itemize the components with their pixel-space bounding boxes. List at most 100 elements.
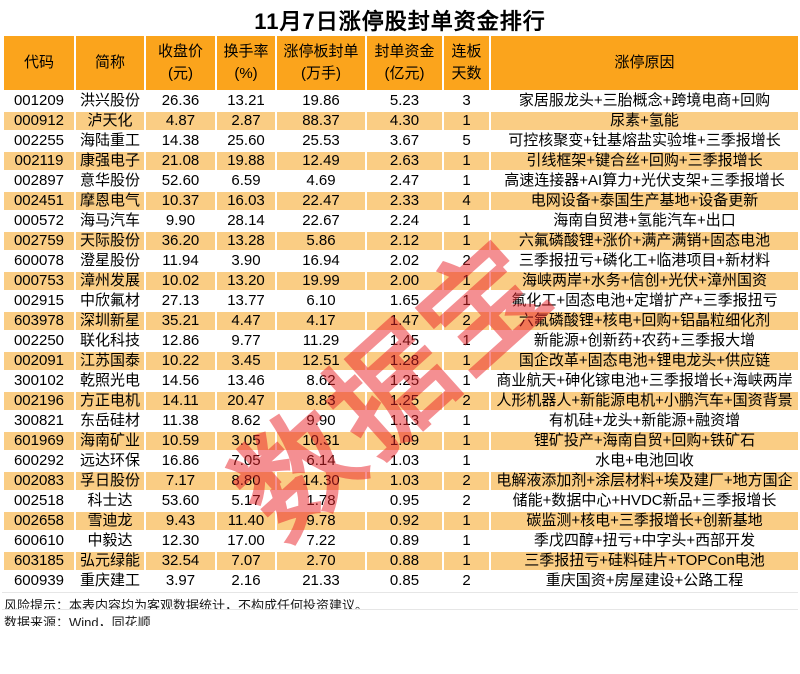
seal-amount-cell: 1.45 [365, 330, 444, 352]
seal-amount-cell: 0.92 [365, 510, 444, 532]
close-price-cell: 36.20 [144, 230, 217, 252]
stock-code-cell: 300821 [2, 410, 76, 432]
stock-name-cell: 江苏国泰 [74, 350, 146, 372]
turnover-rate-cell: 4.47 [215, 310, 277, 332]
close-price-cell: 10.37 [144, 190, 217, 212]
consecutive-days-cell: 5 [442, 130, 491, 152]
stock-name-cell: 远达环保 [74, 450, 146, 472]
stock-name-cell: 天际股份 [74, 230, 146, 252]
turnover-rate-cell: 13.20 [215, 270, 277, 292]
close-price-cell: 52.60 [144, 170, 217, 192]
consecutive-days-cell: 1 [442, 430, 491, 452]
stock-code-cell: 603185 [2, 550, 76, 572]
stock-code-cell: 002658 [2, 510, 76, 532]
seal-amount-cell: 5.23 [365, 90, 444, 112]
limit-up-reason-cell: 季戊四醇+扭亏+中字头+西部开发 [489, 530, 800, 552]
limit-up-reason-cell: 电解液添加剂+涂层材料+埃及建厂+地方国企 [489, 470, 800, 492]
turnover-rate-cell: 8.62 [215, 410, 277, 432]
close-price-cell: 14.38 [144, 130, 217, 152]
stock-code-cell: 601969 [2, 430, 76, 452]
table-row: 300821 东岳硅材 11.38 8.62 9.90 1.13 1 有机硅+龙头+新能源+融… [2, 410, 800, 432]
consecutive-days-cell: 2 [442, 390, 491, 412]
seal-amount-cell: 2.00 [365, 270, 444, 292]
turnover-rate-cell: 19.88 [215, 150, 277, 172]
close-price-cell: 10.02 [144, 270, 217, 292]
turnover-rate-cell: 13.28 [215, 230, 277, 252]
column-header-turnover-rate: 换手率 (%) [215, 34, 277, 92]
seal-volume-cell: 14.30 [275, 470, 367, 492]
limit-up-reason-cell: 商业航天+砷化镓电池+三季报增长+海峡两岸 [489, 370, 800, 392]
stock-code-cell: 000912 [2, 110, 76, 132]
consecutive-days-cell: 1 [442, 510, 491, 532]
seal-amount-cell: 1.03 [365, 470, 444, 492]
risk-disclaimer: 风险提示：本表内容均为客观数据统计，不构成任何投资建议。 [2, 592, 798, 609]
seal-volume-cell: 6.14 [275, 450, 367, 472]
turnover-rate-cell: 20.47 [215, 390, 277, 412]
table-row: 002897 意华股份 52.60 6.59 4.69 2.47 1 高速连接器+AI算力+光… [2, 170, 800, 192]
turnover-rate-cell: 3.45 [215, 350, 277, 372]
seal-amount-cell: 1.03 [365, 450, 444, 472]
limit-up-reason-cell: 六氟磷酸锂+涨价+满产满销+固态电池 [489, 230, 800, 252]
seal-volume-cell: 12.51 [275, 350, 367, 372]
close-price-cell: 9.90 [144, 210, 217, 232]
stock-code-cell: 002119 [2, 150, 76, 172]
stock-code-cell: 002518 [2, 490, 76, 512]
stock-code-cell: 002759 [2, 230, 76, 252]
stock-name-cell: 重庆建工 [74, 570, 146, 592]
column-header-limit-up-reason: 涨停原因 [489, 34, 800, 92]
stock-name-cell: 漳州发展 [74, 270, 146, 292]
seal-amount-cell: 2.47 [365, 170, 444, 192]
table-row: 002250 联化科技 12.86 9.77 11.29 1.45 1 新能源+创新药+农药+… [2, 330, 800, 352]
column-header-seal-volume: 涨停板封单 (万手) [275, 34, 367, 92]
stock-name-cell: 海马汽车 [74, 210, 146, 232]
stock-code-cell: 002250 [2, 330, 76, 352]
seal-volume-cell: 19.86 [275, 90, 367, 112]
table-row: 002915 中欣氟材 27.13 13.77 6.10 1.65 1 氟化工+固态电池+定增… [2, 290, 800, 312]
limit-up-reason-cell: 重庆国资+房屋建设+公路工程 [489, 570, 800, 592]
header-row: 代码 简称 收盘价 (元) 换手率 (%) 涨停板封单 (万手) 封单资金 (亿元) 连板 … [2, 34, 800, 92]
stock-code-cell: 002897 [2, 170, 76, 192]
seal-amount-cell: 2.63 [365, 150, 444, 172]
column-header-close-price: 收盘价 (元) [144, 34, 217, 92]
stock-code-cell: 002196 [2, 390, 76, 412]
column-header-consecutive-days: 连板 天数 [442, 34, 491, 92]
close-price-cell: 53.60 [144, 490, 217, 512]
seal-amount-cell: 0.95 [365, 490, 444, 512]
limit-up-reason-cell: 电网设备+泰国生产基地+设备更新 [489, 190, 800, 212]
stock-code-cell: 000753 [2, 270, 76, 292]
limit-up-reason-cell: 六氟磷酸锂+核电+回购+铝晶粒细化剂 [489, 310, 800, 332]
seal-volume-cell: 22.47 [275, 190, 367, 212]
table-row: 300102 乾照光电 14.56 13.46 8.62 1.25 1 商业航天+砷化镓电池+… [2, 370, 800, 392]
turnover-rate-cell: 6.59 [215, 170, 277, 192]
limit-up-reason-cell: 三季报扭亏+磷化工+临港项目+新材料 [489, 250, 800, 272]
stock-code-cell: 001209 [2, 90, 76, 112]
turnover-rate-cell: 13.46 [215, 370, 277, 392]
stock-name-cell: 科士达 [74, 490, 146, 512]
consecutive-days-cell: 1 [442, 450, 491, 472]
turnover-rate-cell: 9.77 [215, 330, 277, 352]
seal-volume-cell: 6.10 [275, 290, 367, 312]
table-row: 002196 方正电机 14.11 20.47 8.83 1.25 2 人形机器人+新能源电机… [2, 390, 800, 412]
turnover-rate-cell: 2.16 [215, 570, 277, 592]
stock-name-cell: 东岳硅材 [74, 410, 146, 432]
stock-name-cell: 澄星股份 [74, 250, 146, 272]
limit-up-reason-cell: 新能源+创新药+农药+三季报大增 [489, 330, 800, 352]
seal-volume-cell: 88.37 [275, 110, 367, 132]
stock-name-cell: 孚日股份 [74, 470, 146, 492]
seal-amount-cell: 1.09 [365, 430, 444, 452]
seal-amount-cell: 0.89 [365, 530, 444, 552]
close-price-cell: 14.11 [144, 390, 217, 412]
table-row: 002658 雪迪龙 9.43 11.40 9.78 0.92 1 碳监测+核电+三季报增长+… [2, 510, 800, 532]
seal-amount-cell: 3.67 [365, 130, 444, 152]
close-price-cell: 32.54 [144, 550, 217, 572]
stock-code-cell: 002091 [2, 350, 76, 372]
close-price-cell: 11.38 [144, 410, 217, 432]
consecutive-days-cell: 1 [442, 370, 491, 392]
stock-name-cell: 弘元绿能 [74, 550, 146, 572]
seal-volume-cell: 4.17 [275, 310, 367, 332]
seal-volume-cell: 4.69 [275, 170, 367, 192]
seal-volume-cell: 22.67 [275, 210, 367, 232]
consecutive-days-cell: 2 [442, 490, 491, 512]
stock-code-cell: 002255 [2, 130, 76, 152]
seal-amount-cell: 0.88 [365, 550, 444, 572]
